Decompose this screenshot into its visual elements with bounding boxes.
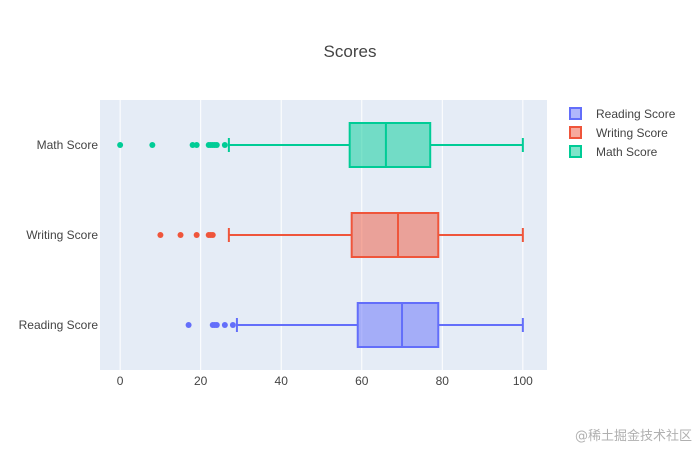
outlier-point [209, 232, 216, 238]
x-tick-label: 100 [513, 374, 533, 388]
watermark: @稀土掘金技术社区 [574, 429, 692, 444]
legend-label: Math Score [596, 145, 658, 159]
iqr-box [350, 212, 440, 258]
outlier-point [185, 322, 192, 328]
chart-title: Scores [324, 42, 377, 61]
legend-item[interactable]: Reading Score [569, 107, 676, 121]
legend-item[interactable]: Math Score [569, 145, 658, 159]
box-series [157, 212, 524, 258]
legend-swatch [569, 126, 582, 139]
legend-label: Reading Score [596, 107, 676, 121]
box-series [117, 122, 524, 168]
outlier-point [221, 322, 228, 328]
outlier-point [177, 232, 184, 238]
y-tick-label: Math Score [37, 138, 99, 152]
x-tick-label: 60 [355, 374, 369, 388]
iqr-box [348, 122, 432, 168]
outlier-point [213, 322, 220, 328]
y-tick-label: Reading Score [19, 318, 99, 332]
box-series [185, 302, 524, 348]
x-tick-label: 20 [194, 374, 208, 388]
legend-label: Writing Score [596, 126, 668, 140]
y-tick-label: Writing Score [26, 228, 98, 242]
x-tick-label: 40 [275, 374, 289, 388]
x-tick-label: 0 [117, 374, 124, 388]
outlier-point [193, 142, 200, 148]
outlier-point [229, 322, 236, 328]
outlier-point [149, 142, 156, 148]
legend-swatch [569, 145, 582, 158]
outlier-point [157, 232, 164, 238]
outlier-point [193, 232, 200, 238]
outlier-point [117, 142, 124, 148]
iqr-box [356, 302, 440, 348]
box-layer [117, 122, 524, 348]
outlier-point [213, 142, 220, 148]
axis-layer: 0 20 40 60 80 100 Reading Score Writing Score Ma… [19, 138, 534, 388]
legend[interactable]: Reading Score Writing Score Math Score [569, 107, 676, 159]
legend-swatch [569, 107, 582, 120]
x-tick-label: 80 [436, 374, 450, 388]
legend-item[interactable]: Writing Score [569, 126, 668, 140]
outlier-point [221, 142, 228, 148]
